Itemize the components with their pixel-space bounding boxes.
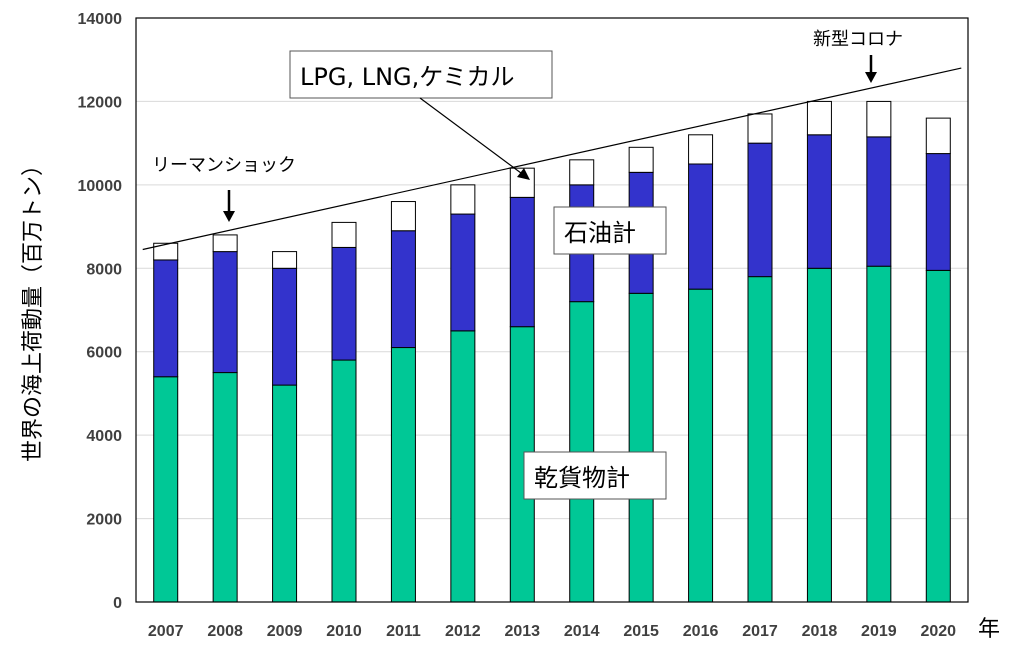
x-tick-label: 2010 bbox=[326, 623, 362, 640]
bar-segment-dry bbox=[866, 265, 892, 603]
x-tick-label: 2011 bbox=[386, 623, 421, 640]
bar-segment-lpg bbox=[747, 113, 773, 144]
y-tick-label: 4000 bbox=[86, 428, 122, 445]
bar-segment-dry bbox=[212, 372, 238, 603]
bar-segment-oil bbox=[688, 163, 714, 290]
series-label-oil: 石油計 bbox=[564, 219, 636, 247]
y-tick-label: 12000 bbox=[78, 94, 123, 111]
series-label-dry: 乾貨物計 bbox=[534, 464, 630, 492]
x-tick-label: 2017 bbox=[742, 623, 778, 640]
bar-segment-dry bbox=[153, 376, 179, 603]
x-tick-label: 2019 bbox=[861, 623, 897, 640]
bar-segment-dry bbox=[628, 292, 654, 603]
bar-segment-lpg bbox=[331, 221, 357, 248]
bar-segment-oil bbox=[450, 213, 476, 332]
bar-segment-dry bbox=[747, 276, 773, 603]
bar-segment-lpg bbox=[212, 234, 238, 253]
bar-segment-lpg bbox=[272, 251, 298, 269]
x-tick-label: 2016 bbox=[683, 623, 719, 640]
bar-segment-lpg bbox=[153, 242, 179, 261]
bar-segment-lpg bbox=[450, 184, 476, 215]
annotation-lehman: リーマンショック bbox=[152, 155, 296, 176]
arrow-down-icon bbox=[865, 55, 877, 83]
bar-segment-oil bbox=[866, 136, 892, 267]
x-tick-label: 2007 bbox=[148, 623, 184, 640]
x-tick-label: 2012 bbox=[445, 623, 481, 640]
bar-segment-lpg bbox=[569, 159, 595, 186]
bar-segment-oil bbox=[153, 259, 179, 378]
bar-segment-dry bbox=[390, 347, 416, 603]
series-label-lpg: LPG, LNG,ケミカル bbox=[300, 63, 515, 91]
bar-segment-dry bbox=[272, 384, 298, 603]
x-tick-label: 2008 bbox=[207, 623, 243, 640]
bar-segment-lpg bbox=[688, 134, 714, 165]
y-tick-label: 10000 bbox=[78, 178, 123, 195]
bar-segment-oil bbox=[806, 134, 832, 269]
bar-segment-dry bbox=[925, 269, 951, 603]
label-box-lpg bbox=[289, 50, 553, 99]
x-tick-label: 2013 bbox=[504, 623, 540, 640]
bar-segment-oil bbox=[925, 153, 951, 271]
y-tick-labels: 0 2000 4000 6000 8000 10000 12000 14000 bbox=[78, 11, 123, 612]
trend-line bbox=[142, 67, 962, 251]
bar-segment-lpg bbox=[866, 100, 892, 138]
label-box-oil bbox=[553, 206, 667, 255]
bar-segment-oil bbox=[331, 246, 357, 361]
bar-segment-oil bbox=[509, 196, 535, 328]
y-tick-label: 14000 bbox=[78, 11, 123, 28]
arrow-down-icon bbox=[223, 190, 235, 222]
y-axis-label: 世界の海上荷動量（百万トン） bbox=[21, 154, 46, 462]
bar-segment-lpg bbox=[806, 100, 832, 136]
bar-segment-dry bbox=[688, 288, 714, 603]
bar-segment-lpg bbox=[628, 146, 654, 173]
y-tick-label: 8000 bbox=[86, 261, 122, 278]
y-tick-label: 2000 bbox=[86, 512, 122, 529]
x-tick-label: 2015 bbox=[623, 623, 659, 640]
plot-frame bbox=[135, 17, 969, 603]
bar-segment-oil bbox=[212, 251, 238, 374]
bar-segment-dry bbox=[331, 359, 357, 603]
x-tick-label: 2014 bbox=[564, 623, 600, 640]
bar-segment-oil bbox=[390, 230, 416, 349]
bar-segment-lpg bbox=[390, 201, 416, 232]
x-tick-label: 2009 bbox=[267, 623, 303, 640]
axes bbox=[135, 17, 969, 603]
annotation-corona: 新型コロナ bbox=[813, 29, 903, 50]
bar-segment-oil bbox=[272, 267, 298, 386]
x-tick-labels: 2007 2008 2009 2010 2011 2012 2013 2014 2015 2016… bbox=[148, 623, 956, 640]
leader-arrow-icon bbox=[419, 97, 530, 180]
x-tick-label: 2018 bbox=[802, 623, 838, 640]
y-tick-label: 6000 bbox=[86, 345, 122, 362]
y-tick-label: 0 bbox=[113, 595, 122, 612]
x-axis-unit: 年 bbox=[978, 617, 1000, 642]
x-tick-label: 2020 bbox=[920, 623, 956, 640]
label-box-dry bbox=[523, 451, 667, 500]
bar-segment-dry bbox=[450, 330, 476, 603]
bar-segment-lpg bbox=[925, 117, 951, 155]
bar-segment-dry bbox=[806, 267, 832, 603]
bar-segment-oil bbox=[747, 142, 773, 278]
